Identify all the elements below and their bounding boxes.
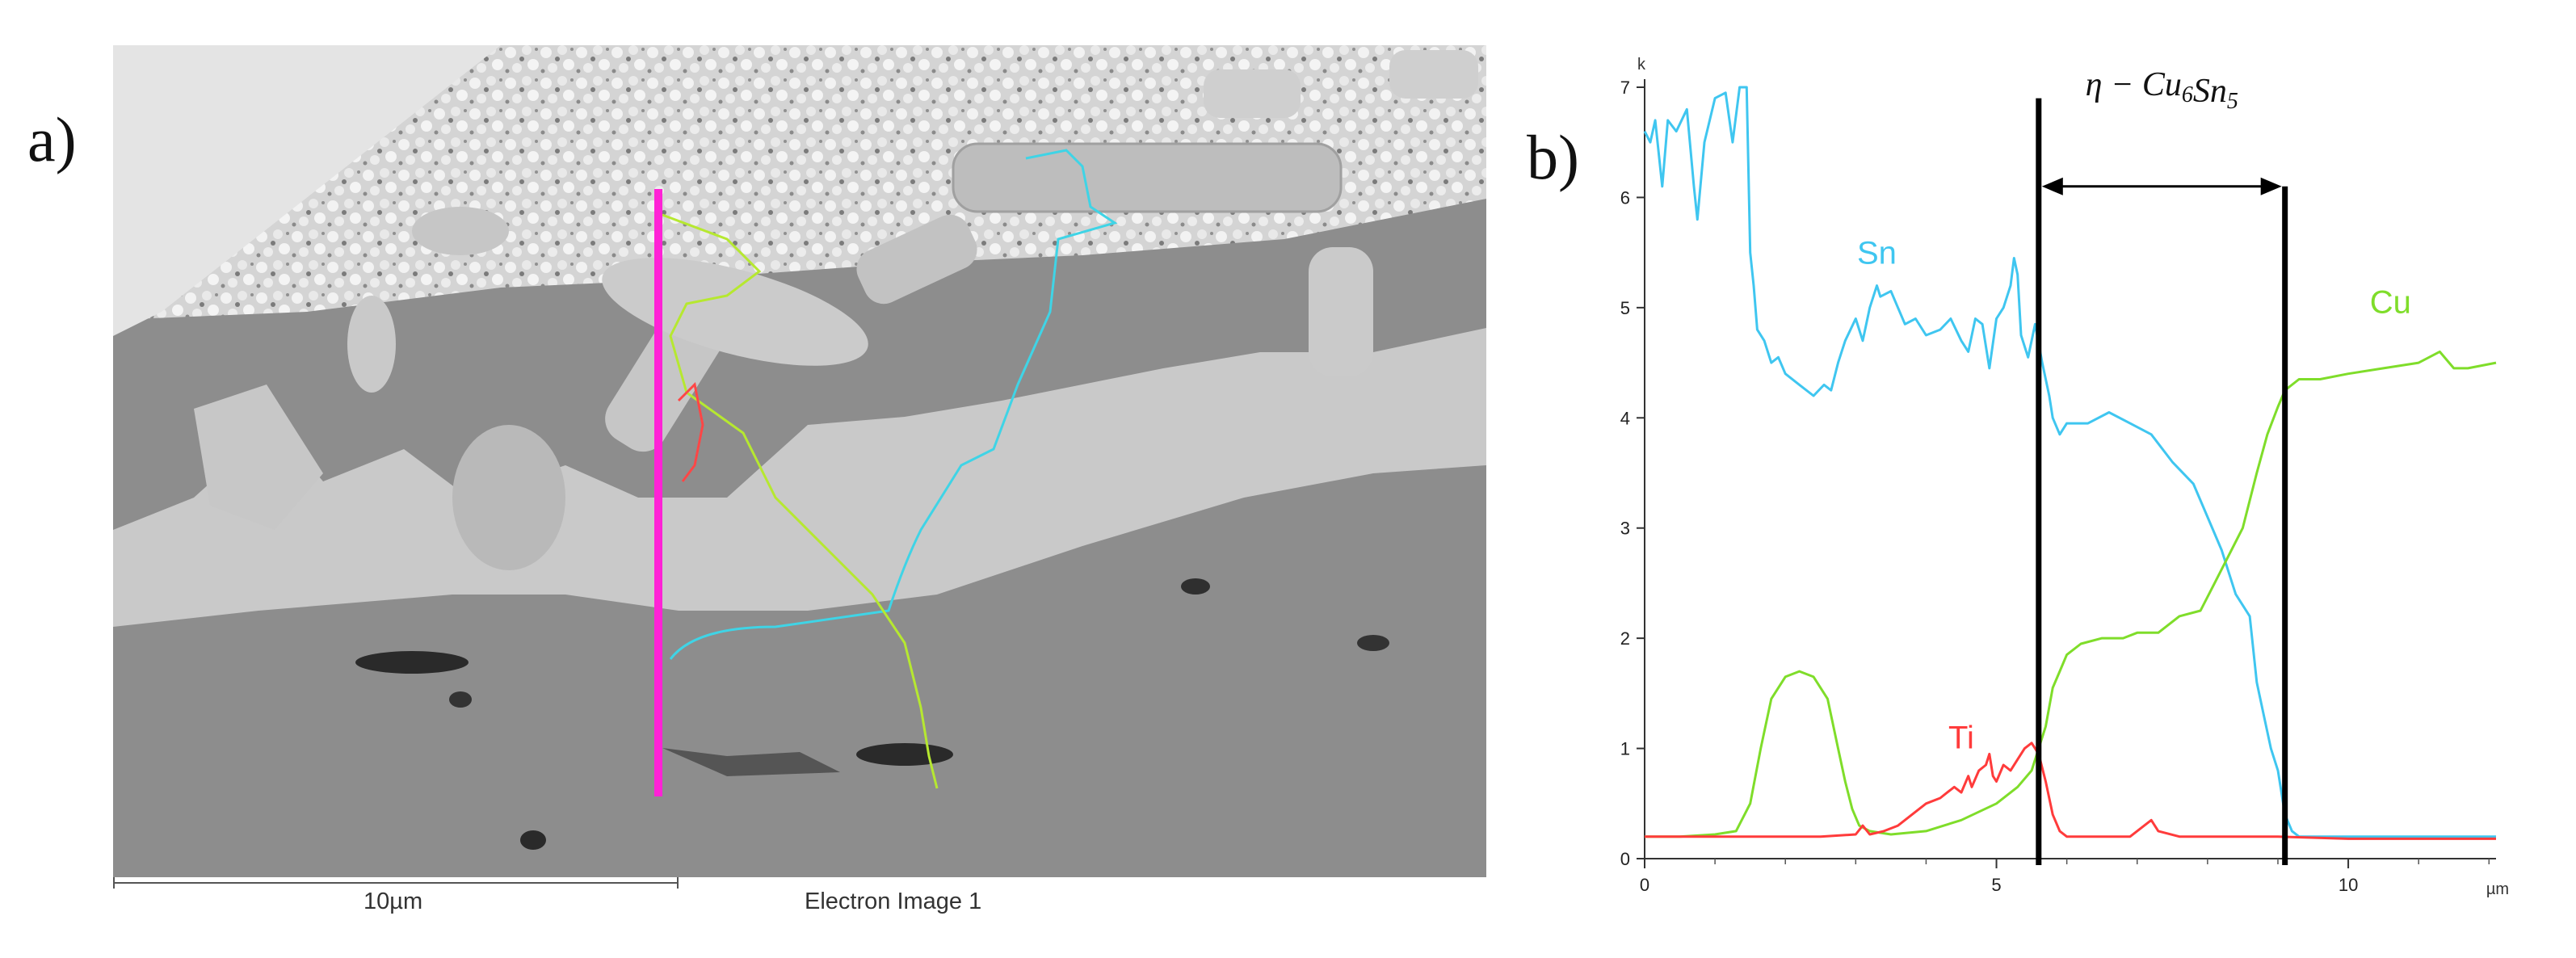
scale-bar [113, 882, 679, 884]
x-tick-label: 10 [2339, 875, 2358, 895]
image-caption: Electron Image 1 [805, 889, 982, 914]
sn-trace [669, 149, 1118, 660]
annotation-text: η [2086, 66, 2103, 103]
imc-particle [1204, 69, 1301, 118]
series-line-sn [1643, 86, 2496, 838]
imc-particle [1309, 247, 1373, 376]
y-tick-label: 6 [1620, 187, 1630, 208]
void [1181, 578, 1210, 595]
y-tick-label: 1 [1620, 739, 1630, 759]
y-tick-label: 2 [1620, 628, 1630, 649]
imc-particle [1389, 50, 1478, 99]
void [520, 830, 546, 850]
x-tick-label: 0 [1640, 875, 1649, 895]
annotation-text: Cu [2142, 66, 2182, 103]
imc-particle [602, 258, 868, 366]
x-unit-label: µm [2486, 880, 2509, 898]
series-line-ti [1645, 742, 2496, 840]
x-tick-label: 5 [1991, 875, 2001, 895]
y-tick-label: 7 [1620, 78, 1630, 98]
imc-layer [113, 328, 1486, 627]
void [856, 743, 953, 766]
annotation-subscript: 6 [2182, 82, 2193, 107]
sem-micrograph [113, 45, 1486, 877]
panel-b-label: b) [1527, 122, 1579, 192]
bracket-arrowhead-right [2260, 177, 2282, 195]
panel-a-label: a) [27, 104, 77, 174]
series-label-ti: Ti [1948, 721, 1974, 756]
series-line-cu [1645, 350, 2497, 838]
y-tick-label: 5 [1620, 298, 1630, 318]
phase-annotation-label: η − Cu6Sn5 [2086, 66, 2238, 114]
ti-trace [677, 381, 704, 482]
bracket-arrowhead-left [2041, 177, 2063, 195]
y-tick-label: 3 [1620, 519, 1630, 539]
y-unit-label: k [1637, 56, 1646, 74]
annotation-text: − [2102, 66, 2141, 103]
void [449, 691, 472, 708]
scale-bar-tick [677, 877, 679, 889]
imc-particle [194, 384, 323, 530]
bright-corner [113, 45, 501, 336]
series-label-sn: Sn [1857, 235, 1897, 271]
imc-rod [952, 142, 1343, 213]
annotation-subscript: 5 [2227, 89, 2238, 114]
annotation-text: Sn [2193, 73, 2227, 110]
imc-particle [452, 425, 565, 570]
series-label-cu: Cu [2370, 285, 2411, 321]
y-tick-label: 4 [1620, 408, 1630, 428]
imc-particle [856, 214, 977, 305]
scale-bar-tick [113, 877, 115, 889]
crack [662, 748, 840, 776]
void [355, 651, 469, 674]
scale-bar-label: 10µm [363, 889, 423, 914]
imc-particle [347, 296, 396, 393]
imc-particle [412, 207, 509, 255]
cu-trace [662, 213, 939, 789]
y-tick-label: 0 [1620, 849, 1630, 869]
void [1357, 635, 1389, 651]
